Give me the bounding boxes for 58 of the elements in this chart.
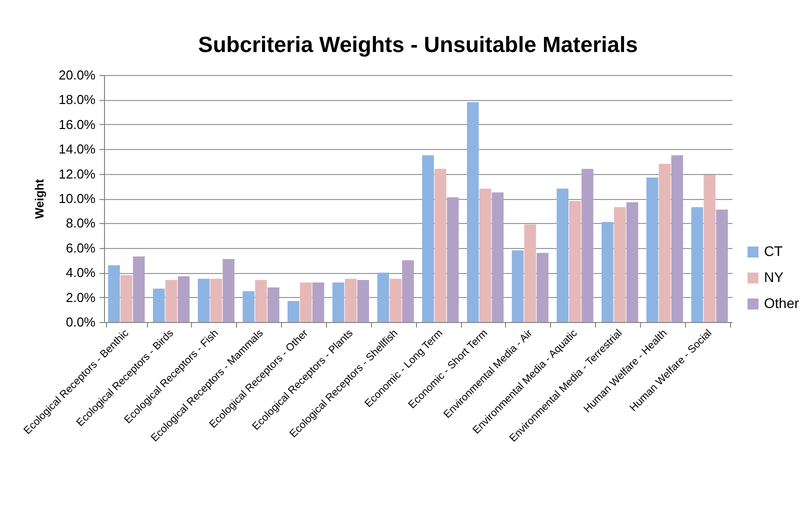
bar [120,275,132,322]
y-axis-title: Weight [32,179,47,219]
bar [582,168,594,322]
bar [446,197,459,322]
bar [255,280,267,322]
bar [132,256,145,322]
bar [512,250,524,322]
bar [646,178,658,322]
bar [268,287,280,322]
bar [300,282,312,322]
bar [344,278,357,322]
bar [716,210,728,322]
y-tick-label: 8.0% [66,216,96,231]
bar [524,224,536,322]
bar [479,188,492,322]
bar [626,202,638,322]
bar [178,276,190,322]
y-tick-label: 0.0% [66,314,96,330]
bar [108,265,120,322]
bar [704,175,716,322]
bar [658,164,671,322]
y-tick-label: 4.0% [66,265,96,280]
legend-label: NY [764,269,784,285]
bar [466,102,479,322]
legend-label: CT [764,243,784,259]
bar [614,207,626,322]
y-tick-label: 10.0% [58,191,96,206]
bar [288,301,300,322]
bar [536,252,548,322]
bar [602,222,614,322]
y-tick-label: 18.0% [58,92,96,108]
bar [691,207,704,322]
chart-title: Subcriteria Weights - Unsuitable Materials [198,32,638,57]
bar [422,155,434,322]
bar [152,288,165,322]
bar [312,282,324,322]
bar [222,259,234,322]
bar [390,278,402,322]
legend-label: Other [764,295,800,311]
bar [492,192,504,322]
bar [402,260,414,322]
y-tick-label: 14.0% [58,142,96,157]
bar [377,272,390,322]
y-tick-label: 2.0% [66,290,96,305]
bar [569,200,581,322]
bar [242,291,254,322]
bar [198,278,210,322]
bar [671,155,684,322]
y-tick-label: 12.0% [58,166,96,182]
y-tick-label: 16.0% [58,116,96,132]
bar [210,278,222,322]
bar [332,282,344,322]
bar [357,280,370,322]
bar [434,168,446,322]
y-tick-label: 20.0% [58,68,96,82]
bar [165,280,178,322]
bar [556,188,568,322]
y-tick-label: 6.0% [66,240,96,256]
